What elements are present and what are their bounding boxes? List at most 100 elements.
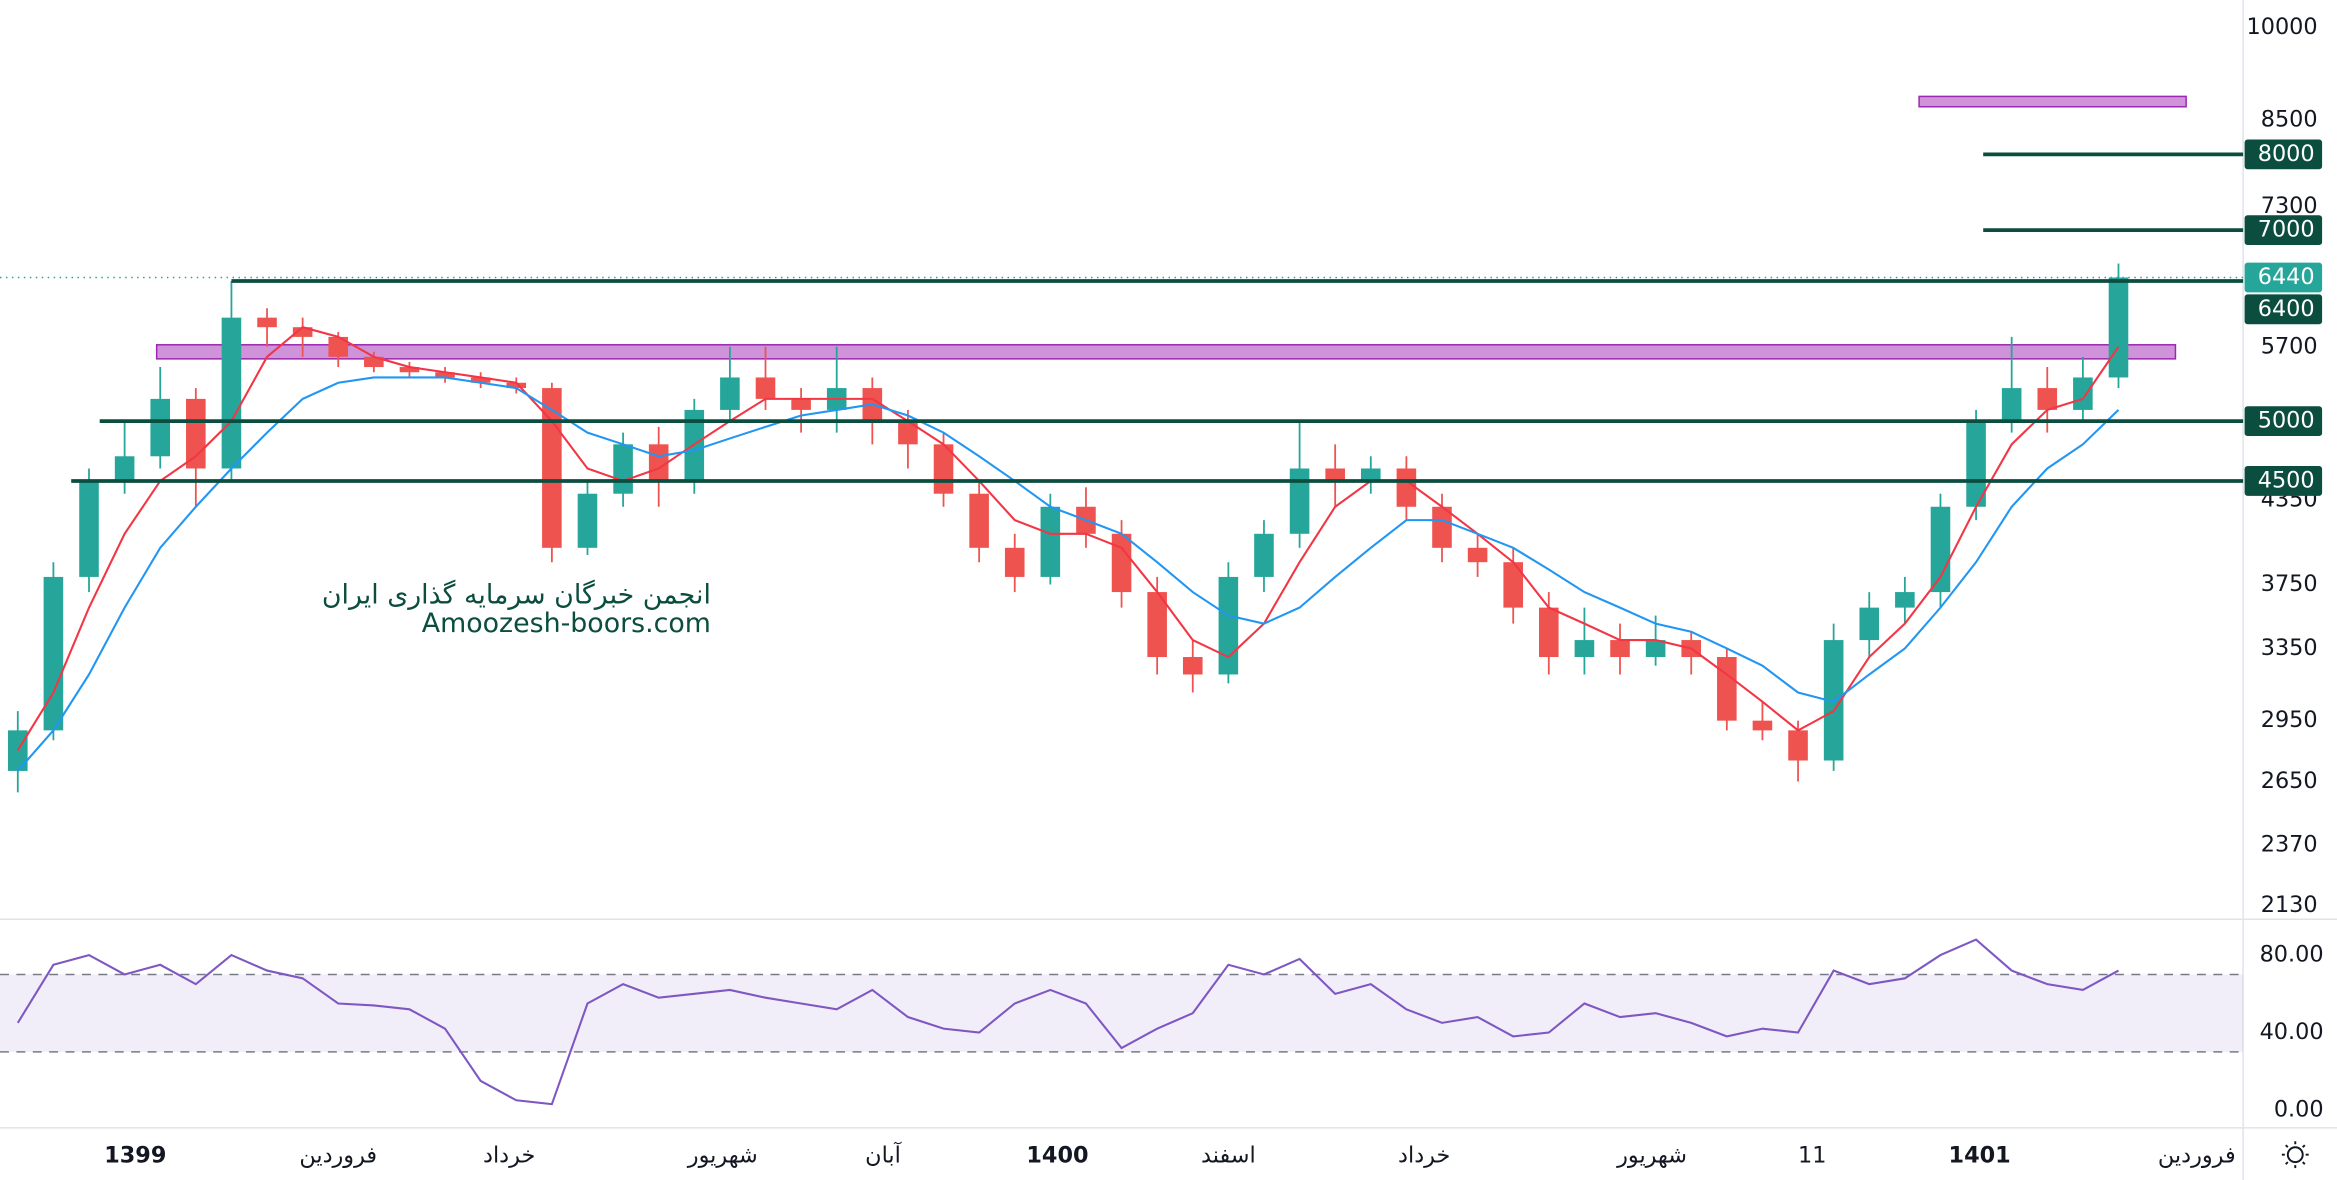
y-tick-label: 2650: [2261, 768, 2318, 794]
candle-body: [1645, 640, 1666, 658]
candle-body: [542, 388, 562, 548]
candle-body: [1539, 607, 1559, 658]
y-tick-label: 2130: [2261, 892, 2318, 918]
candle-body: [1040, 506, 1061, 577]
level-label: 5000: [2258, 408, 2315, 434]
x-tick-label: اسفند: [1201, 1143, 1256, 1169]
candle-body: [114, 456, 135, 481]
y-tick-label: 3750: [2261, 571, 2318, 597]
settings-icon[interactable]: [2281, 1141, 2309, 1169]
zone: [1918, 95, 2187, 108]
candle-body: [79, 480, 99, 577]
candle-body: [470, 377, 491, 383]
candle-body: [1823, 640, 1844, 761]
level-label: 4500: [2258, 467, 2315, 493]
candle-body: [1111, 533, 1132, 593]
rsi-band: [0, 974, 2244, 1052]
y-tick-label: 0.00: [2274, 1096, 2324, 1122]
candle-body: [720, 377, 740, 410]
level-label: 7000: [2258, 217, 2315, 243]
candle-body: [613, 444, 633, 494]
candle-body: [435, 372, 455, 378]
y-tick-label: 2950: [2261, 707, 2318, 733]
y-tick-label: 3350: [2261, 635, 2318, 661]
candle-body: [1717, 657, 1737, 721]
candle-body: [2073, 377, 2093, 410]
x-tick-label: 11: [1798, 1143, 1826, 1169]
zone: [155, 344, 2177, 360]
candle-body: [186, 398, 206, 469]
candle-body: [43, 576, 64, 731]
candle-body: [969, 493, 989, 548]
candle-body: [506, 382, 527, 389]
y-tick-label: 40.00: [2260, 1019, 2324, 1045]
candle-body: [648, 444, 669, 481]
watermark: Amoozesh-boors.com: [422, 608, 711, 639]
x-tick-label: آبان: [865, 1141, 902, 1169]
level-box: [2244, 215, 2323, 246]
candle-body: [2037, 388, 2058, 410]
last-price-label: 6440: [2258, 264, 2315, 290]
candle-body: [1360, 468, 1381, 481]
x-tick-label: شهریور: [687, 1143, 758, 1169]
candle-body: [1218, 576, 1239, 675]
x-tick-label: فروردین: [299, 1143, 377, 1169]
level-box: [2244, 139, 2323, 170]
level-box: [2244, 466, 2323, 496]
watermark: انجمن خبرگان سرمایه گذاری ایران: [322, 578, 711, 610]
candle-body: [150, 398, 171, 457]
candle-body: [328, 336, 349, 357]
candle-body: [8, 730, 28, 771]
candle-body: [1396, 468, 1417, 507]
candle-body: [1610, 640, 1630, 658]
candle-body: [1182, 657, 1203, 675]
candle-body: [1467, 547, 1488, 563]
candle-body: [755, 377, 776, 399]
x-tick-label: 1400: [1026, 1143, 1088, 1169]
candle-body: [791, 398, 811, 410]
moving-average: [16, 326, 2120, 751]
candle-body: [1503, 562, 1523, 608]
level-box: [2244, 406, 2323, 437]
candle-body: [1966, 421, 1986, 507]
x-tick-label: شهریور: [1616, 1143, 1687, 1169]
candle-body: [1574, 640, 1595, 658]
candle-body: [898, 421, 918, 445]
candle-body: [257, 317, 277, 328]
moving-average: [17, 376, 2120, 772]
candle-body: [1895, 592, 1915, 608]
candle-body: [1930, 506, 1951, 593]
candle-body: [1254, 533, 1274, 577]
x-tick-label: فروردین: [2158, 1143, 2236, 1169]
y-tick-label: 7300: [2261, 193, 2318, 219]
x-tick-label: خرداد: [483, 1143, 535, 1169]
candle-body: [1752, 720, 1773, 731]
level-label: 8000: [2258, 141, 2315, 167]
level-label: 6400: [2258, 296, 2315, 322]
x-tick-label: 1401: [1949, 1143, 2011, 1169]
last-price-box: [2244, 262, 2323, 293]
level-box: [2244, 294, 2323, 325]
candle-body: [1325, 468, 1345, 481]
candle-body: [292, 327, 313, 337]
candle-body: [1004, 547, 1025, 577]
rsi-line: [16, 938, 2119, 1106]
candle-body: [2108, 277, 2129, 378]
y-tick-label: 8500: [2261, 106, 2318, 132]
y-tick-label: 5700: [2261, 333, 2318, 359]
candle-body: [1147, 592, 1167, 658]
candle-body: [399, 367, 420, 373]
y-tick-label: 80.00: [2260, 942, 2324, 968]
candle-body: [1859, 607, 1880, 641]
candle-body: [221, 317, 242, 469]
candle-body: [577, 493, 598, 548]
candle-body: [2001, 388, 2022, 422]
y-tick-label: 10000: [2247, 14, 2318, 40]
x-tick-label: خرداد: [1398, 1143, 1450, 1169]
y-tick-label: 2370: [2261, 831, 2318, 857]
candle-body: [1432, 506, 1452, 548]
x-tick-label: 1399: [104, 1143, 166, 1169]
candle-body: [1289, 468, 1310, 534]
